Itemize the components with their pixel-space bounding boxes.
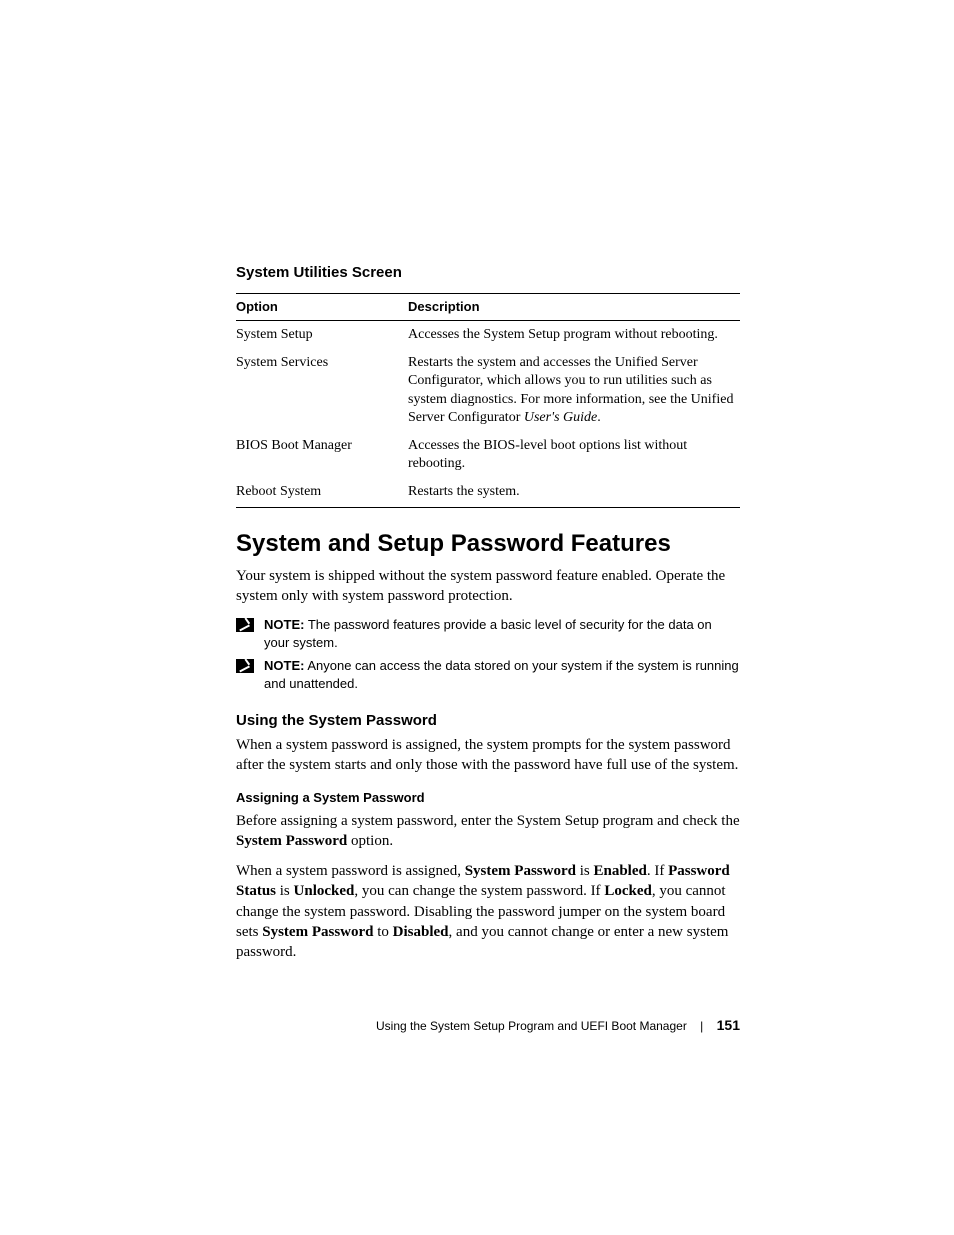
cell-description: Restarts the system. (408, 478, 740, 507)
cell-option: System Setup (236, 321, 408, 350)
note-text: NOTE: Anyone can access the data stored … (264, 657, 740, 692)
cell-option: System Services (236, 349, 408, 432)
note-icon (236, 618, 254, 632)
col-header-description: Description (408, 294, 740, 321)
note-text: NOTE: The password features provide a ba… (264, 616, 740, 651)
page-number: 151 (717, 1017, 740, 1033)
intro-paragraph: Your system is shipped without the syste… (236, 566, 740, 607)
cell-description: Restarts the system and accesses the Uni… (408, 349, 740, 432)
page-footer: Using the System Setup Program and UEFI … (236, 1017, 740, 1033)
footer-separator: | (700, 1019, 703, 1033)
body-paragraph: Before assigning a system password, ente… (236, 811, 740, 852)
table-row: System Setup Accesses the System Setup p… (236, 321, 740, 350)
footer-text: Using the System Setup Program and UEFI … (376, 1019, 687, 1033)
note-icon (236, 659, 254, 673)
table-row: BIOS Boot Manager Accesses the BIOS-leve… (236, 432, 740, 478)
table-header-row: Option Description (236, 294, 740, 321)
body-paragraph: When a system password is assigned, Syst… (236, 861, 740, 962)
utilities-table: Option Description System Setup Accesses… (236, 293, 740, 508)
note-block: NOTE: The password features provide a ba… (236, 616, 740, 651)
main-heading: System and Setup Password Features (236, 530, 740, 558)
sub-sub-heading: Assigning a System Password (236, 790, 740, 805)
note-block: NOTE: Anyone can access the data stored … (236, 657, 740, 692)
table-row: Reboot System Restarts the system. (236, 478, 740, 507)
table-row: System Services Restarts the system and … (236, 349, 740, 432)
cell-option: Reboot System (236, 478, 408, 507)
sub-heading: Using the System Password (236, 712, 740, 729)
page-content: System Utilities Screen Option Descripti… (236, 264, 740, 972)
cell-option: BIOS Boot Manager (236, 432, 408, 478)
section-heading: System Utilities Screen (236, 264, 740, 281)
cell-description: Accesses the BIOS-level boot options lis… (408, 432, 740, 478)
cell-description: Accesses the System Setup program withou… (408, 321, 740, 350)
body-paragraph: When a system password is assigned, the … (236, 735, 740, 776)
col-header-option: Option (236, 294, 408, 321)
